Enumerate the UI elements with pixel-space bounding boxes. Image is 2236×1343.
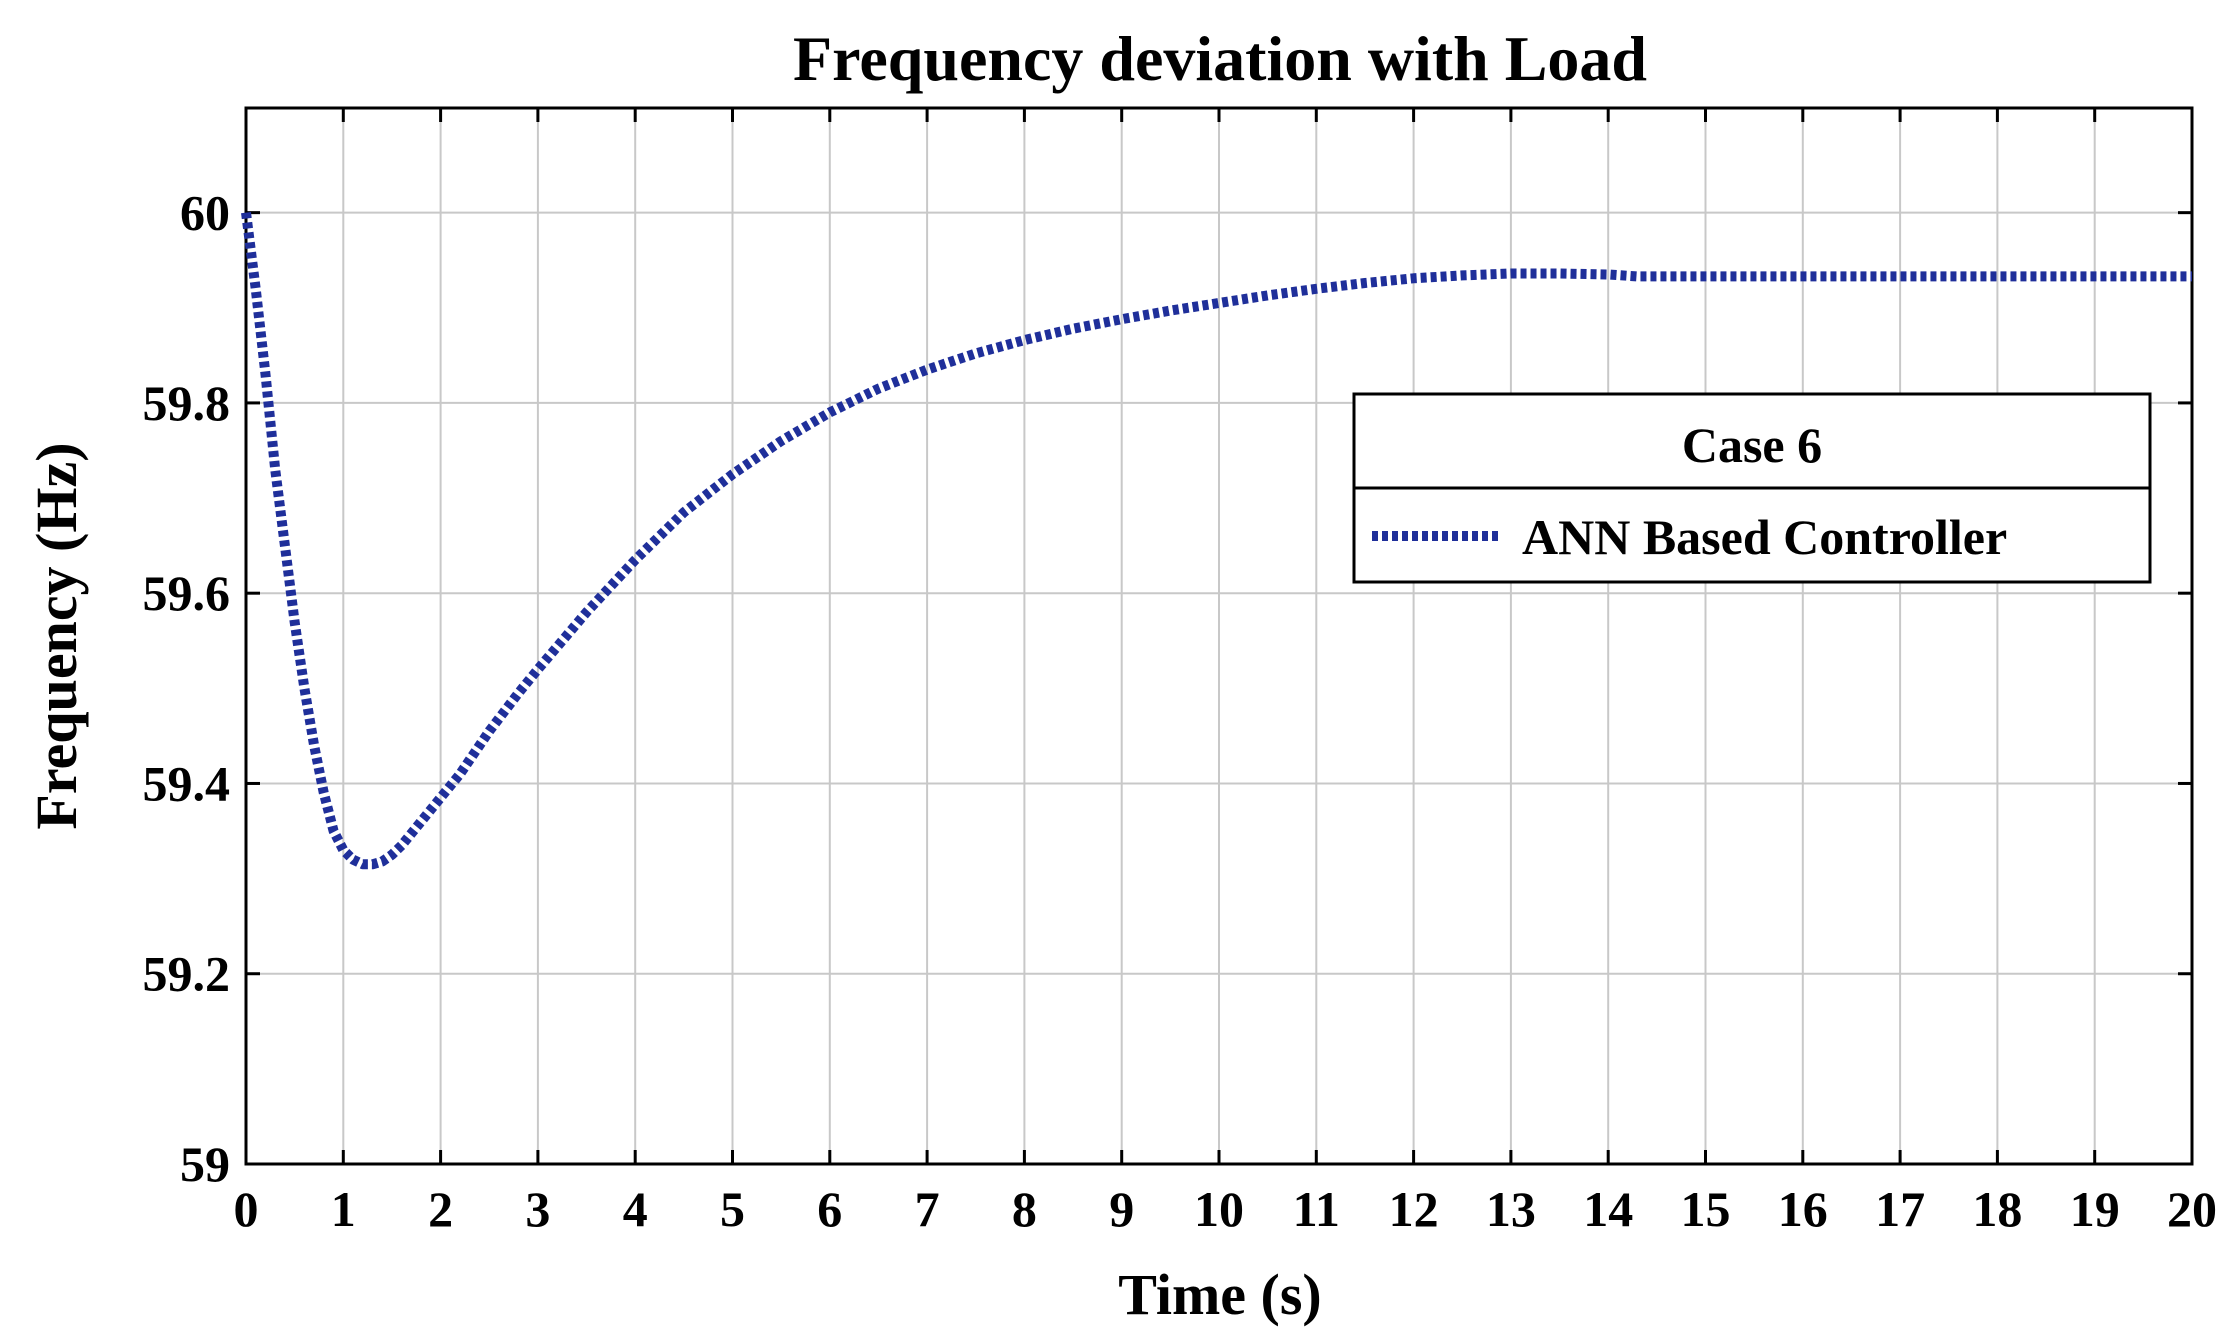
- y-tick-label: 59.4: [143, 755, 231, 811]
- x-tick-label: 13: [1486, 1181, 1536, 1237]
- x-axis-label: Time (s): [1118, 1262, 1322, 1327]
- x-tick-label: 16: [1778, 1181, 1828, 1237]
- legend-title: Case 6: [1682, 417, 1822, 473]
- y-axis-label: Frequency (Hz): [24, 442, 89, 829]
- x-tick-label: 1: [331, 1181, 356, 1237]
- series-line-ann-based-controller: [241, 211, 2192, 870]
- x-tick-label: 2: [428, 1181, 453, 1237]
- y-tick-label: 59.2: [143, 946, 231, 1002]
- x-tick-label: 11: [1293, 1181, 1340, 1237]
- x-tick-label: 3: [525, 1181, 550, 1237]
- x-tick-label: 7: [915, 1181, 940, 1237]
- x-tick-label: 4: [623, 1181, 648, 1237]
- x-tick-label: 8: [1012, 1181, 1037, 1237]
- x-tick-label: 12: [1389, 1181, 1439, 1237]
- grid: [246, 108, 2192, 1164]
- chart-title: Frequency deviation with Load: [793, 23, 1647, 94]
- x-tick-label: 10: [1194, 1181, 1244, 1237]
- x-tick-label: 18: [1972, 1181, 2022, 1237]
- y-tick-label: 59.6: [143, 565, 231, 621]
- legend: Case 6 ANN Based Controller: [1352, 392, 2152, 584]
- y-tick-labels: 59 59.2 59.4 59.6 59.8 60: [143, 185, 231, 1192]
- x-tick-label: 14: [1583, 1181, 1633, 1237]
- y-tick-label: 59: [180, 1136, 230, 1192]
- x-tick-label: 6: [817, 1181, 842, 1237]
- x-tick-label: 5: [720, 1181, 745, 1237]
- legend-entry-label: ANN Based Controller: [1522, 509, 2007, 565]
- x-tick-label: 15: [1681, 1181, 1731, 1237]
- x-tick-labels: 0 1 2 3 4 5 6 7 8 9 10 11 12 13 14 15 16 17 18 19 20: [234, 1181, 2218, 1237]
- x-tick-label: 17: [1875, 1181, 1925, 1237]
- y-tick-label: 60: [180, 185, 230, 241]
- y-tick-label: 59.8: [143, 375, 231, 431]
- x-tick-label: 9: [1109, 1181, 1134, 1237]
- x-tick-label: 19: [2070, 1181, 2120, 1237]
- x-tick-label: 0: [234, 1181, 259, 1237]
- x-tick-label: 20: [2167, 1181, 2217, 1237]
- ticks: [244, 108, 2194, 1166]
